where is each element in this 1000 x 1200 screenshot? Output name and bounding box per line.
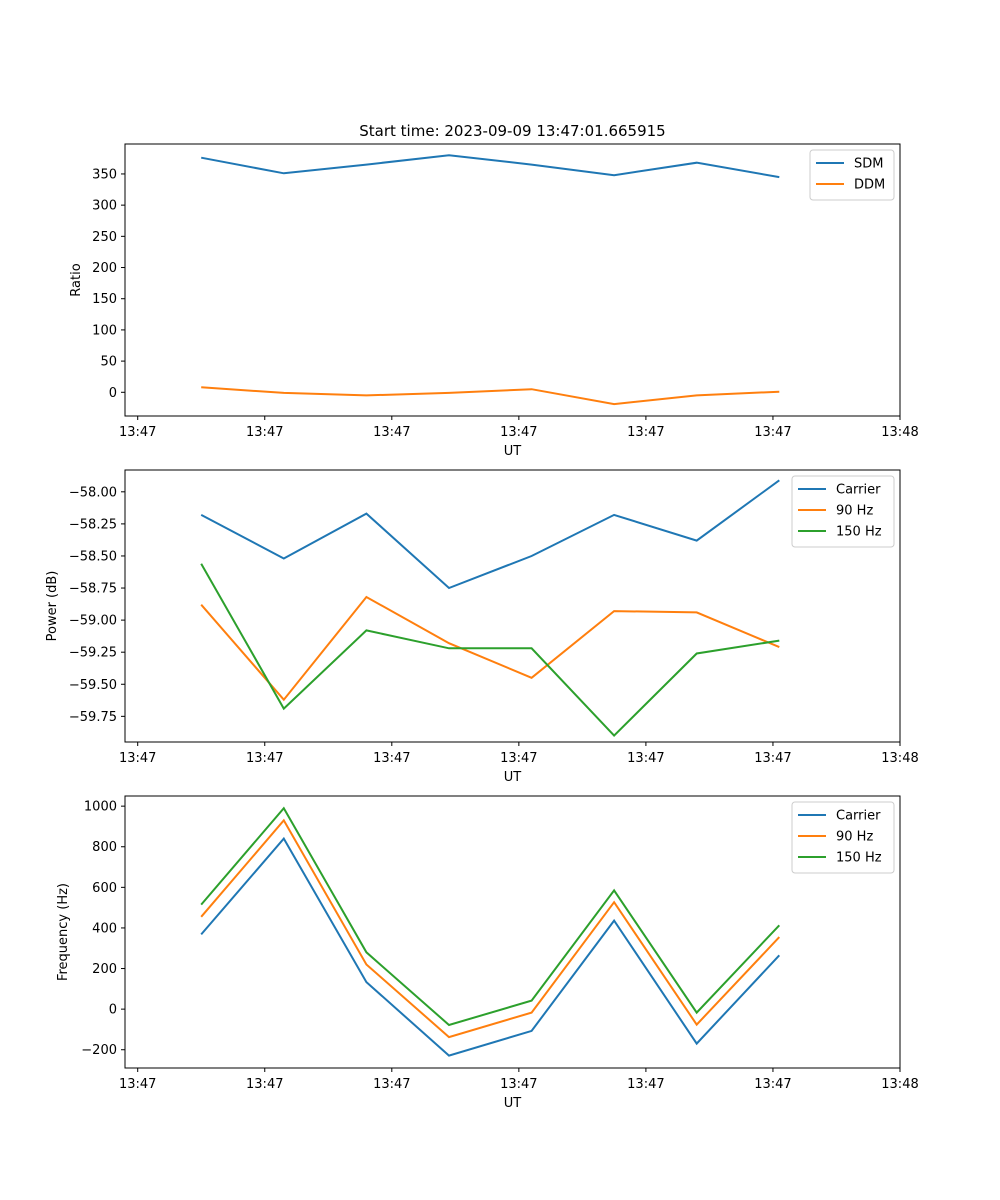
y-tick-label: 400: [92, 921, 117, 936]
y-tick-label: 0: [109, 1003, 117, 1018]
y-axis-label: Frequency (Hz): [56, 883, 71, 981]
legend-label: 150 Hz: [836, 851, 882, 866]
y-axis-label: Ratio: [69, 263, 84, 296]
panel-3: 13:47 13:47 13:47 13:47 13:47 13:47 13:48 −200 0…: [56, 795, 919, 1111]
legend-label: Carrier: [836, 483, 881, 498]
y-tick-label: 800: [92, 840, 117, 855]
y-tick-label: −59.00: [69, 614, 117, 629]
legend-label: 90 Hz: [836, 504, 873, 519]
x-tick-label: 13:47: [246, 1077, 283, 1092]
y-tick-label: 350: [92, 167, 117, 182]
axes-frame: [124, 143, 901, 417]
x-tick-label: 13:47: [373, 751, 410, 766]
y-tick-label: 200: [92, 962, 117, 977]
y-tick-label: −58.00: [69, 485, 117, 500]
y-tick-label: −59.25: [69, 646, 117, 661]
x-tick-label: 13:47: [627, 425, 664, 440]
y-tick-label: −58.25: [69, 517, 117, 532]
legend-label: Carrier: [836, 809, 881, 824]
y-tick-label: −58.50: [69, 549, 117, 564]
x-tick-label: 13:47: [754, 1077, 791, 1092]
axes-frame: [124, 469, 901, 743]
x-tick-label: 13:47: [754, 751, 791, 766]
x-tick-label: 13:47: [246, 425, 283, 440]
x-tick-label: 13:47: [500, 1077, 537, 1092]
y-tick-label: 600: [92, 881, 117, 896]
x-tick-label: 13:47: [500, 751, 537, 766]
panel-2: 13:47 13:47 13:47 13:47 13:47 13:47 13:48 −59.7…: [45, 469, 919, 785]
legend: Carrier 90 Hz 150 Hz: [791, 475, 895, 548]
x-tick-label: 13:48: [881, 751, 918, 766]
x-tick-label: 13:48: [881, 425, 918, 440]
y-tick-label: −59.75: [69, 710, 117, 725]
series-line-carrier: [200, 836, 781, 1057]
panel-1: 13:47 13:47 13:47 13:47 13:47 13:47 13:48 0 50 10…: [69, 143, 919, 459]
x-tick-label: 13:47: [119, 1077, 156, 1092]
x-tick-label: 13:47: [119, 751, 156, 766]
panels: 13:47 13:47 13:47 13:47 13:47 13:47 13:48 0 50 10…: [45, 143, 919, 1111]
x-axis-label: UT: [504, 1096, 522, 1111]
series-line-carrier: [200, 479, 780, 590]
x-axis-label: UT: [504, 444, 522, 459]
series-line-90-hz: [200, 595, 780, 702]
legend-label: DDM: [854, 178, 885, 193]
legend: SDM DDM: [809, 149, 895, 201]
y-axis-label: Power (dB): [45, 571, 60, 642]
x-tick-label: 13:47: [373, 425, 410, 440]
legend-box: [791, 475, 895, 548]
x-tick-label: 13:47: [627, 1077, 664, 1092]
x-tick-label: 13:47: [500, 425, 537, 440]
legend-label: 150 Hz: [836, 525, 882, 540]
y-tick-label: 300: [92, 199, 117, 214]
y-tick-label: −200: [81, 1043, 117, 1058]
y-tick-label: 150: [92, 292, 117, 307]
legend-label: SDM: [854, 157, 883, 172]
x-tick-label: 13:47: [119, 425, 156, 440]
x-tick-label: 13:47: [246, 751, 283, 766]
y-tick-label: 100: [92, 323, 117, 338]
series-line-90-hz: [200, 818, 781, 1039]
x-tick-label: 13:47: [373, 1077, 410, 1092]
series-line-150-hz: [200, 806, 781, 1027]
y-tick-label: −59.50: [69, 678, 117, 693]
series-line-sdm: [201, 154, 780, 179]
legend-label: 90 Hz: [836, 830, 873, 845]
x-tick-label: 13:48: [881, 1077, 918, 1092]
y-tick-label: −58.75: [69, 582, 117, 597]
y-tick-label: 0: [109, 386, 117, 401]
figure-title: Start time: 2023-09-09 13:47:01.665915: [359, 122, 665, 140]
legend-box: [791, 801, 895, 874]
x-tick-label: 13:47: [627, 751, 664, 766]
x-tick-label: 13:47: [754, 425, 791, 440]
y-tick-label: 50: [100, 355, 117, 370]
series-line-ddm: [201, 386, 780, 406]
x-axis-label: UT: [504, 770, 522, 785]
y-tick-label: 200: [92, 261, 117, 276]
series-line-150-hz: [200, 563, 780, 738]
y-tick-label: 250: [92, 230, 117, 245]
y-tick-label: 1000: [84, 800, 117, 815]
axes-frame: [124, 795, 901, 1069]
legend: Carrier 90 Hz 150 Hz: [791, 801, 895, 874]
